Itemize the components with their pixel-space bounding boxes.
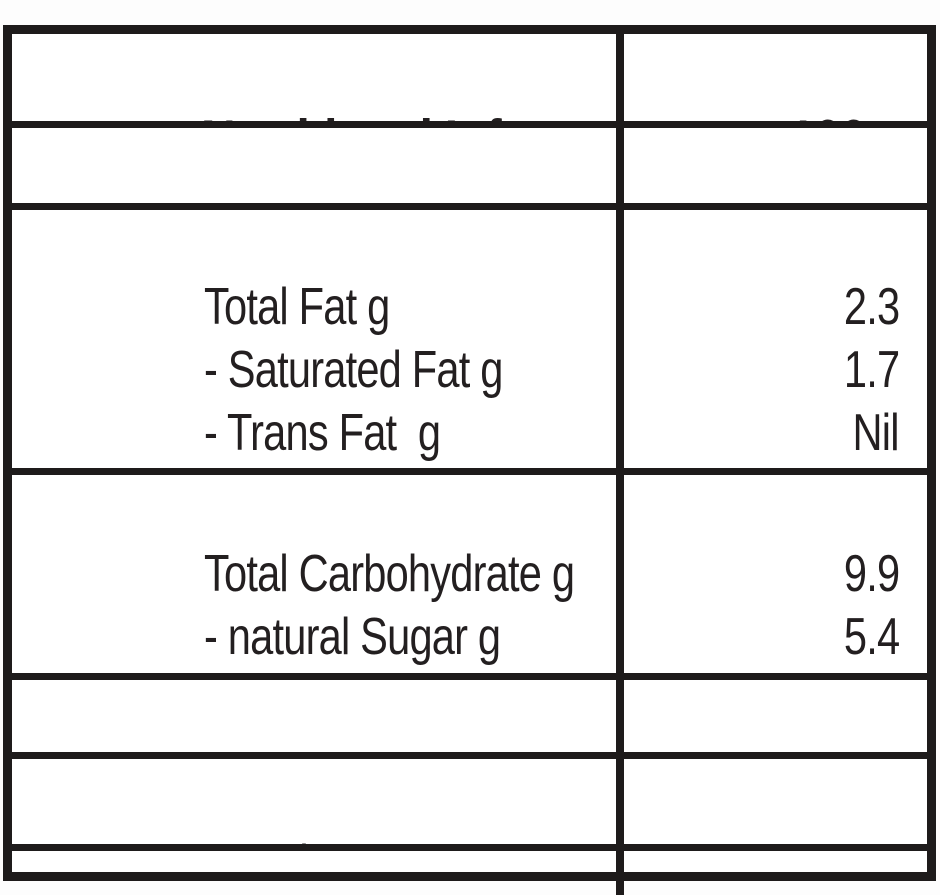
sodium-label: Sodium mg: [204, 748, 408, 753]
cholesterol-value: 5.3: [844, 465, 900, 468]
total-fat-value: 2.3: [843, 278, 900, 336]
per-100g-heading: per 100g: [624, 46, 896, 121]
sodium-value-cell: 42.4: [624, 680, 927, 753]
nutrient-label: Total Fat g: [60, 213, 610, 336]
saturated-fat-value: 1.7: [843, 341, 900, 399]
protein-value: 7.3: [844, 833, 900, 844]
nutrient-value: 2.3: [685, 213, 900, 336]
table-row-protein: Protein g 7.3: [12, 752, 927, 844]
nutrient-label: Calcium mg: [60, 856, 610, 895]
header-name-cell: Nutritional Information*: [12, 34, 624, 121]
table-title-text: Nutritional Information*: [201, 109, 616, 121]
saturated-fat-label: - Saturated Fat g: [204, 341, 504, 399]
natural-sugar-value: 5.4: [843, 607, 900, 666]
table-row-carbohydrate: Total Carbohydrate g - natural Sugar g -…: [12, 468, 927, 673]
energy-label-cell: Energy kcal: [12, 128, 624, 203]
fat-value-cell: 2.3 1.7 Nil 5.3: [624, 210, 927, 468]
nutrient-sub-label: - added sugar g: [60, 606, 610, 674]
nutrient-label: Energy kcal: [60, 134, 610, 203]
nutrient-value: 5.3: [685, 402, 900, 468]
trans-fat-label: - Trans Fat g: [204, 404, 441, 462]
nutrient-value: 9.9: [685, 480, 900, 603]
nutrient-sub-label: - Cholesterol mg: [60, 402, 610, 468]
added-sugar-label: - added sugar g: [204, 669, 484, 674]
cholesterol-label: - Cholesterol mg: [204, 465, 497, 468]
table-header-row: Nutritional Information* per 100g: [12, 34, 927, 121]
protein-value-cell: 7.3: [624, 759, 927, 844]
added-sugar-value: 0.0: [844, 669, 900, 674]
nutrition-table: Nutritional Information* per 100g Energy…: [3, 25, 936, 895]
sodium-label-cell: Sodium mg: [12, 680, 624, 752]
nutrient-label: Protein g: [60, 770, 610, 844]
fat-label-cell: Total Fat g - Saturated Fat g - Trans Fa…: [12, 210, 624, 468]
header-amount-cell: per 100g: [624, 34, 927, 121]
nutrient-sub-label: - natural Sugar g: [60, 543, 610, 666]
per-100g-heading-text: per 100g: [704, 109, 896, 121]
sodium-value: 42.4: [821, 748, 900, 753]
carb-value-cell: 9.9 5.4 0.0: [624, 475, 927, 674]
energy-value: 88.9: [821, 197, 900, 203]
nutrient-sub-label: - Trans Fat g: [60, 339, 610, 462]
table-row-energy: Energy kcal 88.9: [12, 121, 927, 203]
total-carbohydrate-label: Total Carbohydrate g: [204, 544, 575, 603]
energy-label: Energy kcal: [204, 197, 413, 203]
table-row-sodium: Sodium mg 42.4: [12, 673, 927, 752]
energy-value-cell: 88.9: [624, 128, 927, 203]
total-carbohydrate-value: 9.9: [843, 544, 900, 603]
calcium-value-cell: 132.3: [624, 851, 927, 895]
table-title: Nutritional Information*: [34, 46, 616, 121]
natural-sugar-label: - natural Sugar g: [204, 607, 501, 666]
protein-label: Protein g: [204, 833, 364, 844]
nutrient-value: Nil: [697, 339, 900, 462]
nutrient-value: 5.4: [685, 543, 900, 666]
nutrient-value: 1.7: [685, 276, 900, 399]
nutrient-label: Total Carbohydrate g: [60, 480, 610, 603]
nutrient-sub-label: - Saturated Fat g: [60, 276, 610, 399]
nutrient-value: 42.4: [657, 685, 900, 753]
nutrient-value: 0.0: [685, 606, 900, 674]
table-row-fat: Total Fat g - Saturated Fat g - Trans Fa…: [12, 203, 927, 468]
nutrient-value: 7.3: [685, 770, 900, 844]
trans-fat-value: Nil: [852, 404, 900, 462]
calcium-label-cell: Calcium mg: [12, 851, 624, 895]
table-row-calcium: Calcium mg 132.3: [12, 844, 927, 895]
total-fat-label: Total Fat g: [204, 278, 390, 336]
carb-label-cell: Total Carbohydrate g - natural Sugar g -…: [12, 475, 624, 673]
nutrient-label: Sodium mg: [60, 685, 610, 753]
nutrient-value: 132.3: [629, 856, 899, 895]
nutrient-value: 88.9: [657, 134, 900, 203]
protein-label-cell: Protein g: [12, 759, 624, 844]
